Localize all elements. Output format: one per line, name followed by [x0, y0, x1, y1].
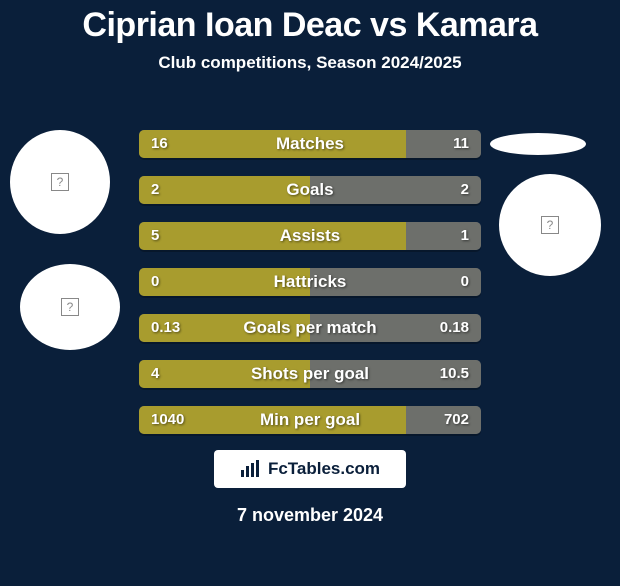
stat-label: Goals per match	[139, 314, 481, 342]
footer-logo: FcTables.com	[214, 450, 406, 488]
avatar-bot_left: ?	[20, 264, 120, 350]
stat-label: Matches	[139, 130, 481, 158]
stat-row-matches: 1611Matches	[139, 130, 481, 158]
image-placeholder-icon: ?	[61, 298, 79, 316]
stat-row-assists: 51Assists	[139, 222, 481, 250]
stat-row-min-per-goal: 1040702Min per goal	[139, 406, 481, 434]
stat-label: Shots per goal	[139, 360, 481, 388]
stat-label: Assists	[139, 222, 481, 250]
page-title: Ciprian Ioan Deac vs Kamara	[0, 6, 620, 45]
avatar-bot_right: ?	[499, 174, 601, 276]
avatar-top_right	[490, 133, 586, 155]
footer-date: 7 november 2024	[0, 505, 620, 526]
page-subtitle: Club competitions, Season 2024/2025	[0, 53, 620, 73]
stat-label: Goals	[139, 176, 481, 204]
stat-row-shots-per-goal: 410.5Shots per goal	[139, 360, 481, 388]
avatar-top_left: ?	[10, 130, 110, 234]
image-placeholder-icon: ?	[541, 216, 559, 234]
stat-row-hattricks: 00Hattricks	[139, 268, 481, 296]
stat-label: Hattricks	[139, 268, 481, 296]
bar-chart-icon	[240, 460, 262, 478]
stat-row-goals: 22Goals	[139, 176, 481, 204]
stat-label: Min per goal	[139, 406, 481, 434]
stats-container: 1611Matches 22Goals 51Assists 00Hattricks 0.…	[139, 130, 481, 452]
footer-brand-text: FcTables.com	[268, 459, 380, 479]
image-placeholder-icon: ?	[51, 173, 69, 191]
stat-row-goals-per-match: 0.130.18Goals per match	[139, 314, 481, 342]
